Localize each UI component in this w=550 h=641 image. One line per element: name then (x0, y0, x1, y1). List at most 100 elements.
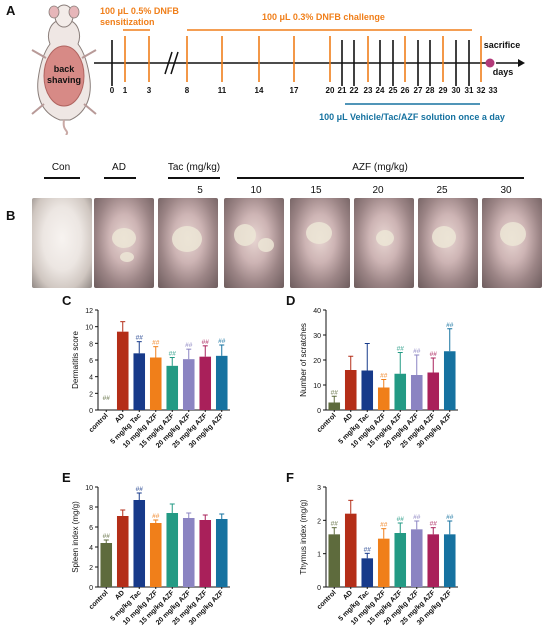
bar-15-mg-kg-azf (166, 513, 179, 587)
mouse-label-line1: back (54, 64, 76, 74)
bar-10-mg-kg-azf (377, 538, 390, 587)
bar-5-mg-kg-tac (133, 353, 146, 410)
y-tick-label: 40 (313, 308, 321, 315)
y-tick-label: 0 (317, 585, 321, 592)
dose-label-azf-1: 10 (250, 185, 262, 196)
timeline-day-label-33: 33 (489, 86, 498, 95)
y-tick-label: 20 (313, 358, 321, 365)
axis-break (164, 51, 179, 75)
y-tick-label: 2 (89, 565, 93, 572)
y-tick-label: 0 (317, 408, 321, 415)
bar-25-mg-kg-azf (199, 520, 212, 587)
group-label-ad: AD (112, 162, 126, 173)
y-tick-label: 10 (313, 383, 321, 390)
y-tick-label: 0 (89, 408, 93, 415)
bar-25-mg-kg-azf (427, 534, 440, 587)
timeline-day-label-28: 28 (426, 86, 435, 95)
y-tick-label: 30 (313, 333, 321, 340)
sensitization-label-2: sensitization (100, 17, 155, 27)
significance-mark: ## (430, 521, 438, 528)
axis-arrow (518, 59, 525, 67)
significance-mark: ## (364, 546, 372, 553)
bar-control (328, 402, 341, 410)
bar-10-mg-kg-azf (149, 523, 162, 587)
y-tick-label: 2 (89, 391, 93, 398)
y-tick-label: 12 (85, 308, 93, 315)
bar-ad (116, 331, 129, 410)
bar-30-mg-kg-azf (215, 519, 228, 587)
y-axis-label: Spleen index (mg/g) (71, 501, 80, 573)
significance-mark: ## (413, 348, 421, 355)
timeline-day-label-25: 25 (389, 86, 398, 95)
significance-mark: ## (136, 486, 144, 493)
significance-mark: ## (413, 514, 421, 521)
timeline-day-label-1: 1 (123, 86, 128, 95)
group-line-con (44, 177, 80, 179)
y-tick-label: 10 (85, 485, 93, 492)
timeline-day-label-8: 8 (185, 86, 190, 95)
x-tick-label: AD (342, 589, 354, 601)
panel-label-b: B (6, 208, 16, 223)
significance-mark: ## (136, 335, 144, 342)
x-tick-label: AD (114, 589, 126, 601)
timeline-day-label-14: 14 (255, 86, 264, 95)
mouse-photo-con (32, 198, 92, 288)
bar-control (328, 534, 341, 587)
significance-mark: ## (152, 340, 160, 347)
y-axis-label: Number of scratches (299, 323, 308, 397)
timeline-day-label-21: 21 (338, 86, 347, 95)
y-axis-label: Thymus index (mg/g) (299, 499, 308, 574)
significance-mark: ## (397, 516, 405, 523)
mouse-photo-azf-25 (418, 198, 478, 288)
y-tick-label: 4 (89, 545, 93, 552)
x-tick-label: control (316, 412, 338, 434)
bar-control (100, 543, 113, 587)
x-tick-label: control (88, 589, 110, 611)
panel-label-a: A (6, 3, 16, 18)
mouse-photo-azf-30 (482, 198, 542, 288)
significance-mark: ## (218, 338, 226, 345)
dose-label-azf-2: 15 (310, 185, 322, 196)
mouse-photo-azf-15 (290, 198, 350, 288)
y-tick-label: 8 (89, 505, 93, 512)
significance-mark: ## (446, 514, 454, 521)
timeline-day-label-30: 30 (452, 86, 461, 95)
mouse-photo-ad (94, 198, 154, 288)
sensitization-label-1: 100 μL 0.5% DNFB (100, 6, 179, 16)
panel-label-f: F (286, 470, 294, 485)
significance-mark: ## (380, 522, 388, 529)
y-tick-label: 2 (317, 518, 321, 525)
bar-20-mg-kg-azf (410, 529, 423, 587)
group-label-azf: AZF (mg/kg) (352, 162, 408, 173)
significance-mark: ## (103, 395, 111, 402)
sacrifice-label: sacrifice (484, 40, 521, 50)
significance-mark: ## (430, 351, 438, 358)
days-label: days (493, 67, 514, 77)
timeline-diagram: back shaving 100 μL 0.5% DNFB sensitizat… (31, 4, 525, 135)
bar-ad (116, 516, 129, 587)
mouse-label-line2: shaving (47, 75, 81, 85)
significance-mark: ## (446, 322, 454, 329)
panel-label-e: E (62, 470, 71, 485)
bar-ad (344, 513, 357, 587)
bar-ad (344, 370, 357, 410)
treatment-label: 100 μL Vehicle/Tac/AZF solution once a d… (319, 112, 505, 122)
timeline-day-label-17: 17 (290, 86, 299, 95)
significance-mark: ## (380, 373, 388, 380)
bar-5-mg-kg-tac (361, 370, 374, 410)
dose-label-azf-3: 20 (372, 185, 384, 196)
bar-20-mg-kg-azf (182, 359, 195, 410)
significance-mark: ## (331, 521, 339, 528)
y-tick-label: 3 (317, 485, 321, 492)
significance-mark: ## (397, 346, 405, 353)
y-tick-label: 10 (85, 325, 93, 332)
significance-mark: ## (202, 339, 210, 346)
x-tick-label: AD (114, 412, 126, 424)
bar-15-mg-kg-azf (394, 533, 407, 587)
significance-mark: ## (103, 533, 111, 540)
dose-label-azf-4: 25 (436, 185, 448, 196)
